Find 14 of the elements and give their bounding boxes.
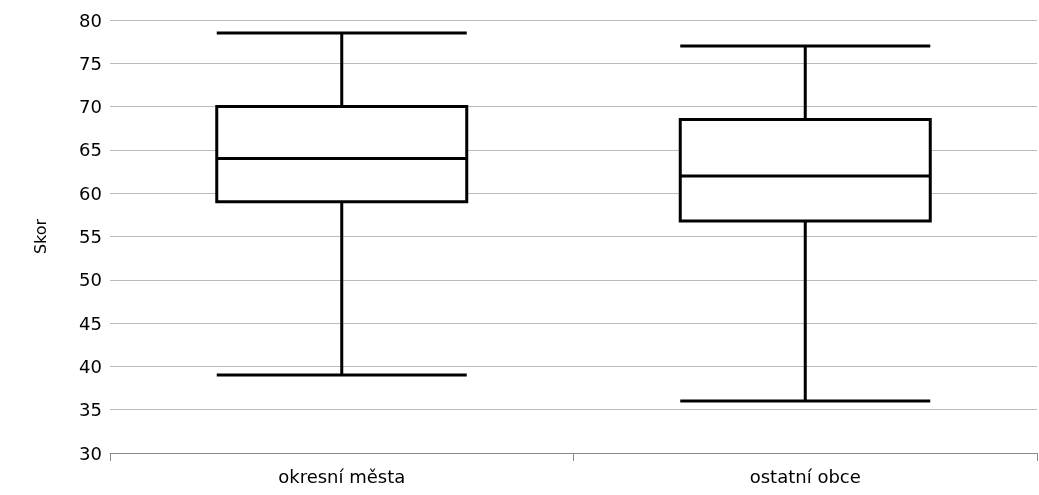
y-axis-title: Skor <box>30 218 50 255</box>
y-tick-label: 75 <box>79 52 102 74</box>
y-tick-label: 70 <box>79 96 102 118</box>
y-tick-label: 45 <box>79 312 102 334</box>
x-tick-label: okresní města <box>278 465 406 487</box>
y-tick-label: 80 <box>79 9 102 31</box>
y-tick-label: 60 <box>79 182 102 204</box>
x-tick-label: ostatní obce <box>749 465 861 487</box>
y-tick-label: 50 <box>79 269 102 291</box>
y-tick-label: 30 <box>79 442 102 464</box>
y-tick-label: 55 <box>79 226 102 247</box>
y-tick-label: 65 <box>79 139 102 161</box>
y-tick-label: 40 <box>79 355 102 377</box>
y-tick-label: 35 <box>79 399 102 421</box>
